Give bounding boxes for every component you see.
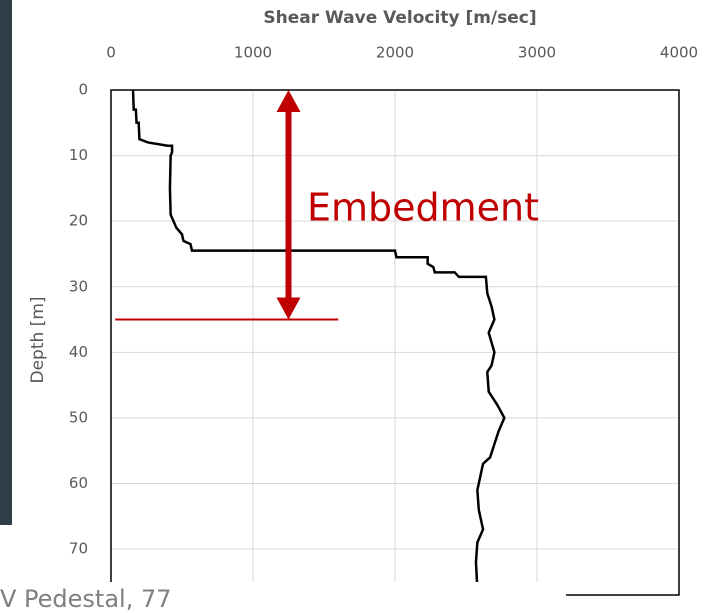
x-tick-label: 2000 xyxy=(376,44,414,62)
footer-box xyxy=(0,582,566,613)
profile-line xyxy=(131,89,506,589)
y-tick-label: 0 xyxy=(78,81,88,99)
y-axis-title: Depth [m] xyxy=(28,296,48,383)
x-tick-label: 4000 xyxy=(660,44,698,62)
y-tick-label: 60 xyxy=(69,474,88,492)
x-tick-label: 0 xyxy=(106,44,116,62)
y-tick-label: 70 xyxy=(69,540,88,558)
y-tick-label: 30 xyxy=(69,277,88,295)
arrow-head xyxy=(276,297,301,320)
annotation-text: Embedment xyxy=(307,186,539,230)
chart-title: Shear Wave Velocity [m/sec] xyxy=(263,8,536,28)
x-tick-label: 1000 xyxy=(234,44,272,62)
y-tick-label: 10 xyxy=(69,146,88,164)
arrow-head xyxy=(276,90,301,112)
y-tick-label: 20 xyxy=(69,212,88,230)
side-strip xyxy=(0,0,12,525)
y-tick-label: 50 xyxy=(69,408,88,426)
y-tick-label: 40 xyxy=(69,343,88,361)
x-tick-label: 3000 xyxy=(518,44,556,62)
footer-text: V Pedestal, 77 xyxy=(0,585,172,613)
